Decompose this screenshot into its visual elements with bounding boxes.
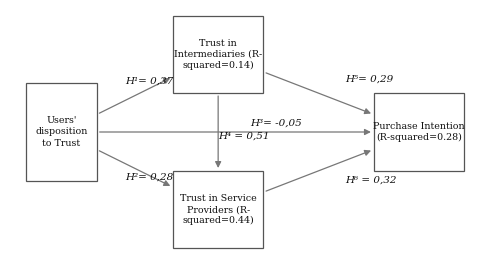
Text: H⁶ = 0,32: H⁶ = 0,32 xyxy=(346,176,397,185)
Bar xyxy=(26,83,97,181)
Text: H³= -0,05: H³= -0,05 xyxy=(250,119,302,128)
Text: H⁵= 0,29: H⁵= 0,29 xyxy=(346,74,394,83)
Text: Trust in
Intermediaries (R-
squared=0.14): Trust in Intermediaries (R- squared=0.14… xyxy=(174,39,262,70)
Text: Purchase Intention
(R-squared=0.28): Purchase Intention (R-squared=0.28) xyxy=(373,122,465,142)
Text: H²= 0,28: H²= 0,28 xyxy=(125,173,174,182)
Text: Users'
disposition
to Trust: Users' disposition to Trust xyxy=(35,116,88,148)
Text: H¹= 0,37: H¹= 0,37 xyxy=(125,77,174,86)
Bar xyxy=(173,171,264,248)
Text: Trust in Service
Providers (R-
squared=0.44): Trust in Service Providers (R- squared=0… xyxy=(180,194,256,225)
Bar xyxy=(173,16,264,93)
Text: H⁴ = 0,51: H⁴ = 0,51 xyxy=(218,131,270,140)
Bar xyxy=(374,93,464,171)
